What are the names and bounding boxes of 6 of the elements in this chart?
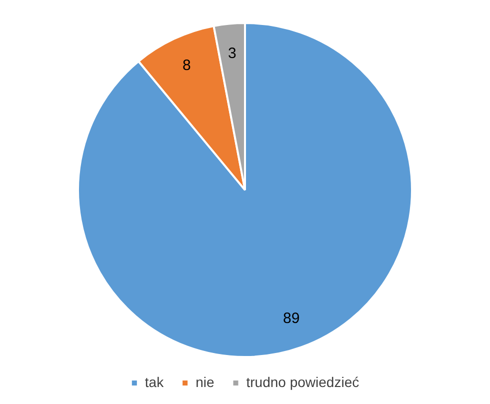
legend-label: nie <box>196 374 214 390</box>
legend-label: trudno powiedzieć <box>246 374 360 390</box>
legend-label: tak <box>144 374 165 390</box>
data-label: 8 <box>182 57 191 74</box>
data-label: 89 <box>283 310 300 327</box>
data-label: 3 <box>228 44 236 62</box>
